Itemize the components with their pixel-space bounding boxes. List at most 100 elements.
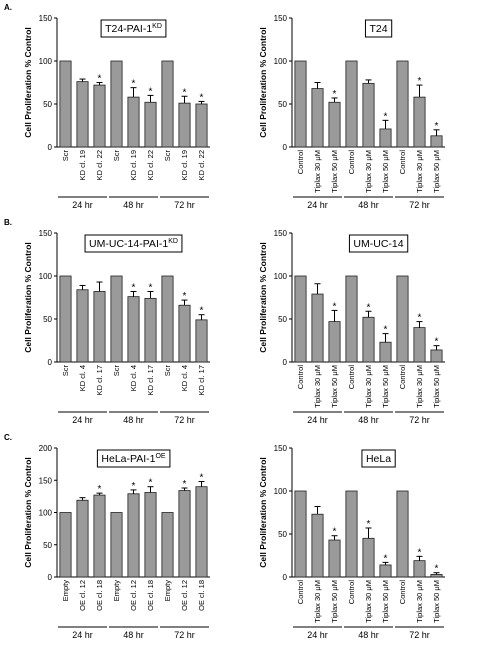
x-tick-label: KD cl. 17 [146, 365, 155, 395]
significance-marker: * [132, 481, 136, 492]
x-tick-label: KD cl. 22 [146, 150, 155, 180]
bar [345, 275, 358, 363]
x-tick-label: Tiplax 30 μM [415, 150, 424, 193]
bar [161, 512, 174, 578]
bar [178, 102, 191, 148]
y-tick-label: 50 [43, 100, 52, 109]
x-tick-label: OE cl. 12 [78, 580, 87, 611]
chart-title: UM-UC-14 [353, 238, 403, 250]
bar [110, 512, 123, 578]
title-superscript: OE [155, 453, 165, 460]
y-tick-label: 100 [39, 272, 53, 281]
significance-marker: * [333, 301, 337, 312]
bar [59, 60, 72, 148]
y-tick-label: 150 [274, 14, 288, 23]
bar [93, 494, 106, 578]
title-text: HeLa [366, 453, 391, 465]
panel-label: B. [4, 218, 12, 227]
x-tick-label: Tiplax 50 μM [381, 580, 390, 623]
x-tick-label: Control [398, 365, 407, 390]
bar [345, 490, 358, 578]
x-tick-label: OE cl. 18 [197, 580, 206, 611]
x-tick-label: Control [296, 150, 305, 175]
x-tick-label: Control [398, 580, 407, 605]
significance-marker: * [435, 121, 439, 132]
bar [59, 275, 72, 363]
significance-marker: * [183, 479, 187, 490]
y-tick-label: 150 [39, 476, 53, 485]
y-tick-label: 50 [278, 100, 287, 109]
y-tick-label: 200 [39, 444, 53, 453]
y-tick-label: 50 [278, 530, 287, 539]
group-label: 48 hr [358, 200, 379, 210]
group-label: 72 hr [174, 415, 195, 425]
y-tick-label: 100 [274, 57, 288, 66]
bar [76, 499, 89, 578]
x-tick-label: KD cl. 17 [197, 365, 206, 395]
x-tick-label: Tiplax 50 μM [381, 365, 390, 408]
bar [328, 539, 341, 578]
x-tick-label: Tiplax 50 μM [330, 580, 339, 623]
bar [76, 81, 89, 148]
title-superscript: KD [152, 23, 162, 30]
x-tick-label: Empty [163, 580, 172, 602]
y-tick-label: 0 [48, 358, 53, 367]
group-label: 48 hr [123, 630, 144, 640]
bar [396, 275, 409, 363]
group-label: 48 hr [358, 415, 379, 425]
x-tick-label: OE cl. 12 [129, 580, 138, 611]
significance-marker: * [149, 478, 153, 489]
bar [144, 101, 157, 148]
chart-title: HeLa-PAI-1OE [101, 453, 166, 465]
bar [76, 289, 89, 363]
group-label: 24 hr [307, 415, 328, 425]
bar [294, 60, 307, 148]
bar [413, 327, 426, 363]
bar [161, 60, 174, 148]
title-box [361, 449, 396, 468]
y-tick-label: 150 [274, 444, 288, 453]
y-axis-label: Cell Proliferation % Control [23, 242, 33, 353]
y-tick-label: 100 [274, 487, 288, 496]
y-tick-label: 100 [39, 509, 53, 518]
bar [127, 493, 140, 578]
x-tick-label: KD cl. 22 [197, 150, 206, 180]
bar [345, 60, 358, 148]
title-text: T24 [369, 23, 387, 35]
chart-title: T24-PAI-1KD [105, 23, 162, 35]
title-box [84, 234, 183, 253]
significance-marker: * [132, 282, 136, 293]
x-tick-label: KD cl. 19 [78, 150, 87, 180]
x-tick-label: Tiplax 30 μM [364, 365, 373, 408]
group-label: 24 hr [307, 200, 328, 210]
x-tick-label: Empty [61, 580, 70, 602]
significance-marker: * [132, 79, 136, 90]
bar [430, 349, 443, 363]
y-tick-label: 150 [39, 229, 53, 238]
group-label: 48 hr [123, 200, 144, 210]
bar [110, 60, 123, 148]
y-axis-label: Cell Proliferation % Control [23, 27, 33, 138]
bar [178, 304, 191, 363]
chart-title: HeLa [366, 453, 391, 465]
chart-title: T24 [369, 23, 387, 35]
x-tick-label: KD cl. 4 [78, 365, 87, 391]
bar [127, 296, 140, 363]
x-tick-label: Scr [61, 149, 70, 161]
bar [311, 293, 324, 363]
group-label: 24 hr [307, 630, 328, 640]
x-tick-label: OE cl. 18 [95, 580, 104, 611]
x-tick-label: Scr [61, 364, 70, 376]
x-tick-label: Scr [112, 149, 121, 161]
y-tick-label: 0 [283, 358, 288, 367]
x-tick-label: Tiplax 50 μM [381, 150, 390, 193]
bar [144, 297, 157, 363]
significance-marker: * [384, 111, 388, 122]
y-axis-label: Cell Proliferation % Control [258, 27, 268, 138]
significance-marker: * [333, 527, 337, 538]
group-label: 72 hr [409, 415, 430, 425]
x-tick-label: Tiplax 30 μM [415, 365, 424, 408]
x-tick-label: Tiplax 50 μM [432, 150, 441, 193]
y-tick-label: 100 [274, 272, 288, 281]
x-tick-label: Control [347, 150, 356, 175]
